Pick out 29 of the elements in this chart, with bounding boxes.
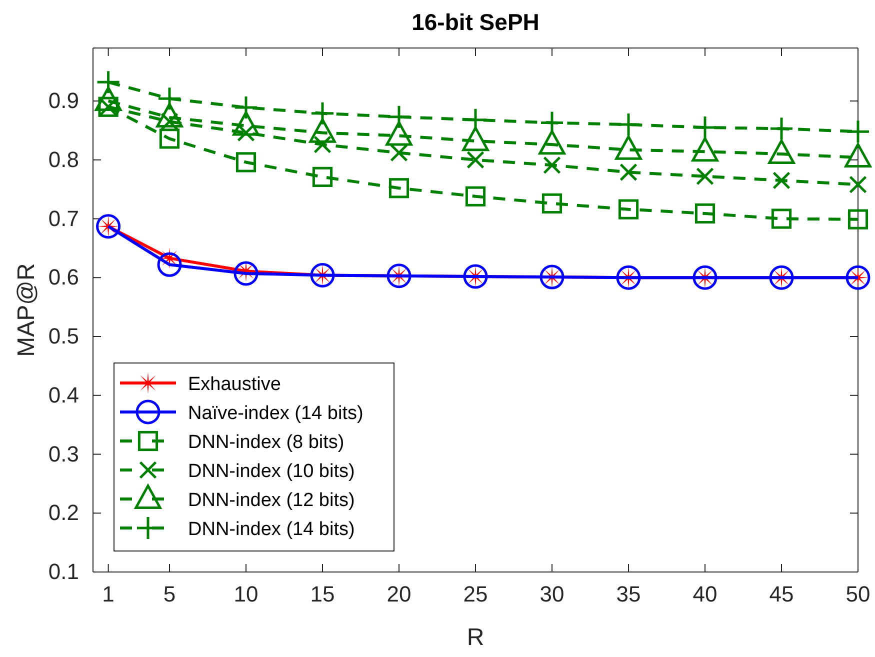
x-tick-label: 45 [769, 582, 794, 607]
legend-label: DNN-index (10 bits) [188, 461, 355, 482]
y-tick-label: 0.4 [48, 382, 79, 408]
legend-label: Naïve-index (14 bits) [188, 403, 364, 424]
y-tick-label: 0.7 [48, 206, 79, 231]
x-tick-label: 25 [463, 582, 488, 607]
x-tick-label: 15 [310, 582, 335, 607]
x-tick-label: 35 [616, 582, 641, 607]
x-tick-label: 5 [163, 582, 176, 607]
chart-title: 16-bit SePH [412, 9, 540, 35]
y-tick-label: 0.9 [48, 88, 79, 114]
y-tick-label: 0.3 [48, 441, 79, 466]
y-tick-label: 0.5 [48, 324, 79, 349]
legend-label: DNN-index (12 bits) [188, 490, 355, 511]
x-tick-label: 1 [102, 582, 114, 607]
x-tick-label: 30 [540, 582, 564, 607]
legend-label: DNN-index (8 bits) [188, 432, 344, 453]
y-tick-label: 0.8 [48, 146, 79, 172]
legend-label: DNN-index (14 bits) [188, 519, 355, 540]
y-tick-label: 0.6 [48, 264, 79, 290]
y-tick-label: 0.1 [48, 559, 79, 584]
y-tick-label: 0.2 [48, 500, 79, 526]
y-axis-title: MAP@R [13, 263, 40, 357]
x-tick-label: 20 [386, 582, 412, 607]
x-tick-label: 50 [846, 582, 870, 607]
x-tick-label: 40 [692, 582, 718, 607]
x-axis-title: R [466, 624, 484, 651]
legend-label: Exhaustive [188, 374, 281, 395]
x-tick-label: 10 [234, 582, 258, 607]
